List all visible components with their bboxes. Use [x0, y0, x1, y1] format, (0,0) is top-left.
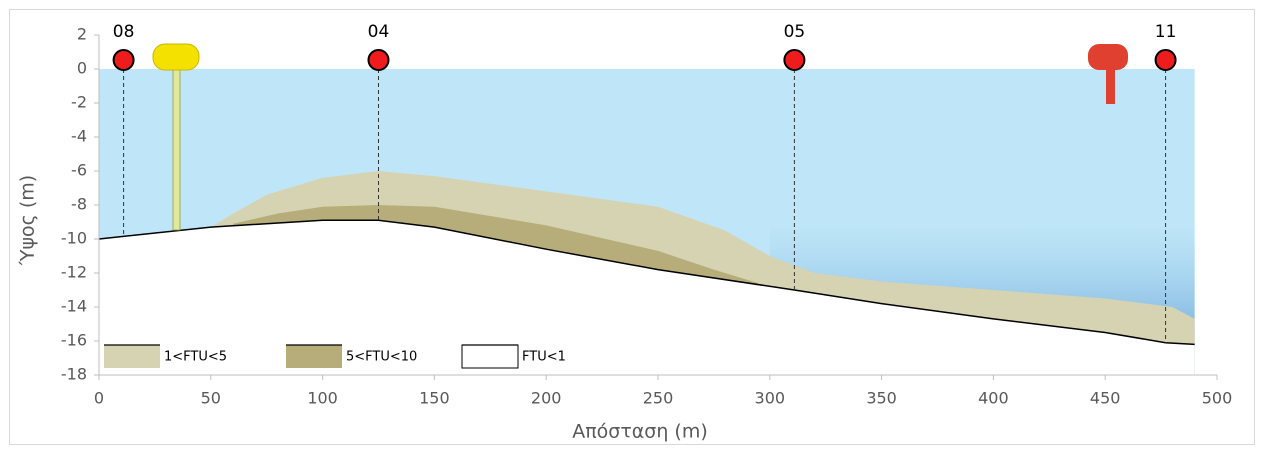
x-tick-label: 150	[419, 389, 450, 408]
x-tick-label: 300	[755, 389, 786, 408]
plot-area	[98, 69, 1195, 375]
y-tick-label: 0	[77, 59, 87, 78]
y-tick-label: -16	[61, 331, 87, 350]
legend-label: FTU<1	[522, 350, 566, 365]
x-tick-label: 400	[978, 389, 1009, 408]
station-marker	[112, 49, 135, 71]
y-tick-label: -10	[61, 229, 87, 248]
x-tick-label: 450	[1090, 389, 1121, 408]
station-label: 05	[784, 22, 806, 42]
station-marker	[1154, 49, 1177, 71]
station-label: 11	[1155, 22, 1177, 42]
x-tick-label: 350	[866, 389, 897, 408]
y-tick-label: -14	[61, 297, 87, 316]
legend-swatch	[286, 345, 342, 368]
station-marker	[783, 49, 806, 71]
x-tick-label: 500	[1202, 389, 1233, 408]
buoy-stem	[1106, 64, 1115, 104]
x-tick-label: 100	[307, 389, 338, 408]
x-tick-label: 200	[531, 389, 562, 408]
y-tick-label: -4	[71, 127, 87, 146]
y-axis-label: Ύψος (m)	[17, 175, 39, 266]
x-tick-label: 50	[201, 389, 221, 408]
seabed-fill	[99, 220, 1195, 375]
legend-swatch	[461, 344, 519, 369]
yellow-buoy	[152, 43, 200, 231]
legend-label: 1<FTU<5	[164, 350, 227, 365]
seabed-line	[98, 219, 1195, 346]
buoy-body	[1088, 44, 1128, 70]
legend-label: 5<FTU<10	[346, 350, 417, 365]
station-label: 08	[113, 22, 135, 42]
x-axis-label: Απόσταση (m)	[572, 421, 708, 443]
y-tick-label: -8	[71, 195, 87, 214]
station-marker	[367, 49, 390, 71]
y-tick-label: 2	[77, 25, 87, 44]
x-tick-label: 0	[94, 389, 104, 408]
buoy-chain	[172, 65, 181, 231]
x-tick-label: 250	[643, 389, 674, 408]
y-tick-label: -6	[71, 161, 87, 180]
red-buoy	[1088, 44, 1128, 104]
station-label: 04	[368, 22, 390, 42]
buoy-body	[152, 43, 200, 71]
y-tick-label: -12	[61, 263, 87, 282]
legend-swatch	[104, 345, 160, 368]
y-tick-label: -18	[61, 365, 87, 384]
y-tick-label: -2	[71, 93, 87, 112]
